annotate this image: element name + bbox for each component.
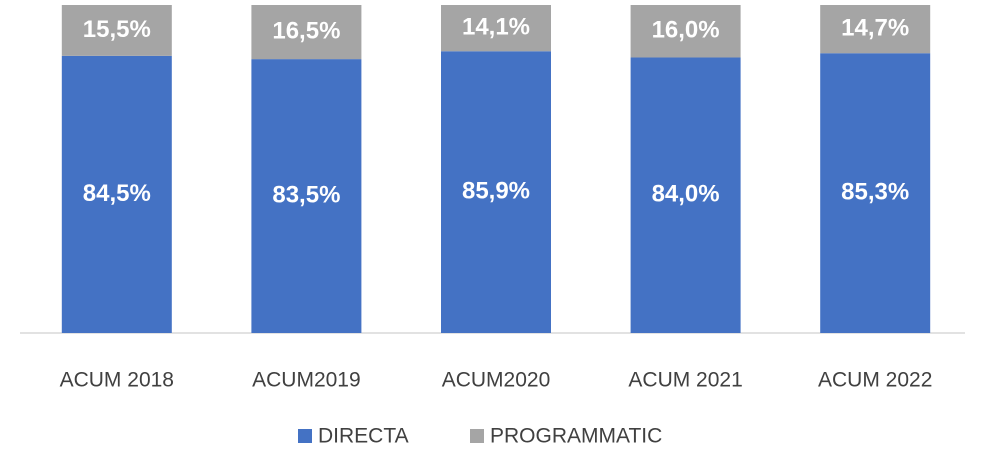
bar-segment (820, 5, 931, 54)
bar-segment (441, 51, 551, 334)
bar-segment (820, 53, 931, 333)
x-tick-label: ACUM2019 (252, 369, 361, 392)
bar-segment (61, 5, 172, 56)
data-label: 16,5% (272, 17, 340, 44)
bar-segment (630, 57, 741, 333)
legend-label: DIRECTA (318, 425, 409, 448)
x-tick-label: ACUM 2021 (628, 369, 742, 392)
legend-swatch (298, 429, 312, 443)
data-label: 84,0% (652, 181, 720, 208)
x-tick-label: ACUM 2018 (60, 369, 174, 392)
bar-segment (251, 59, 362, 334)
bar-segment (61, 55, 172, 334)
data-label: 16,0% (652, 17, 720, 44)
legend-swatch (470, 429, 484, 443)
data-label: 14,7% (841, 14, 909, 41)
data-label: 85,3% (841, 178, 909, 205)
bar-segment (441, 5, 551, 52)
data-label: 14,1% (462, 13, 530, 40)
data-label: 83,5% (272, 181, 340, 208)
legend-label: PROGRAMMATIC (490, 425, 662, 448)
x-tick-label: ACUM 2022 (818, 369, 932, 392)
data-label: 85,9% (462, 177, 530, 204)
data-label: 84,5% (83, 180, 151, 207)
data-label: 15,5% (83, 16, 151, 43)
bar-segment (251, 5, 362, 60)
bar-segment (630, 5, 741, 58)
x-tick-label: ACUM2020 (442, 369, 551, 392)
